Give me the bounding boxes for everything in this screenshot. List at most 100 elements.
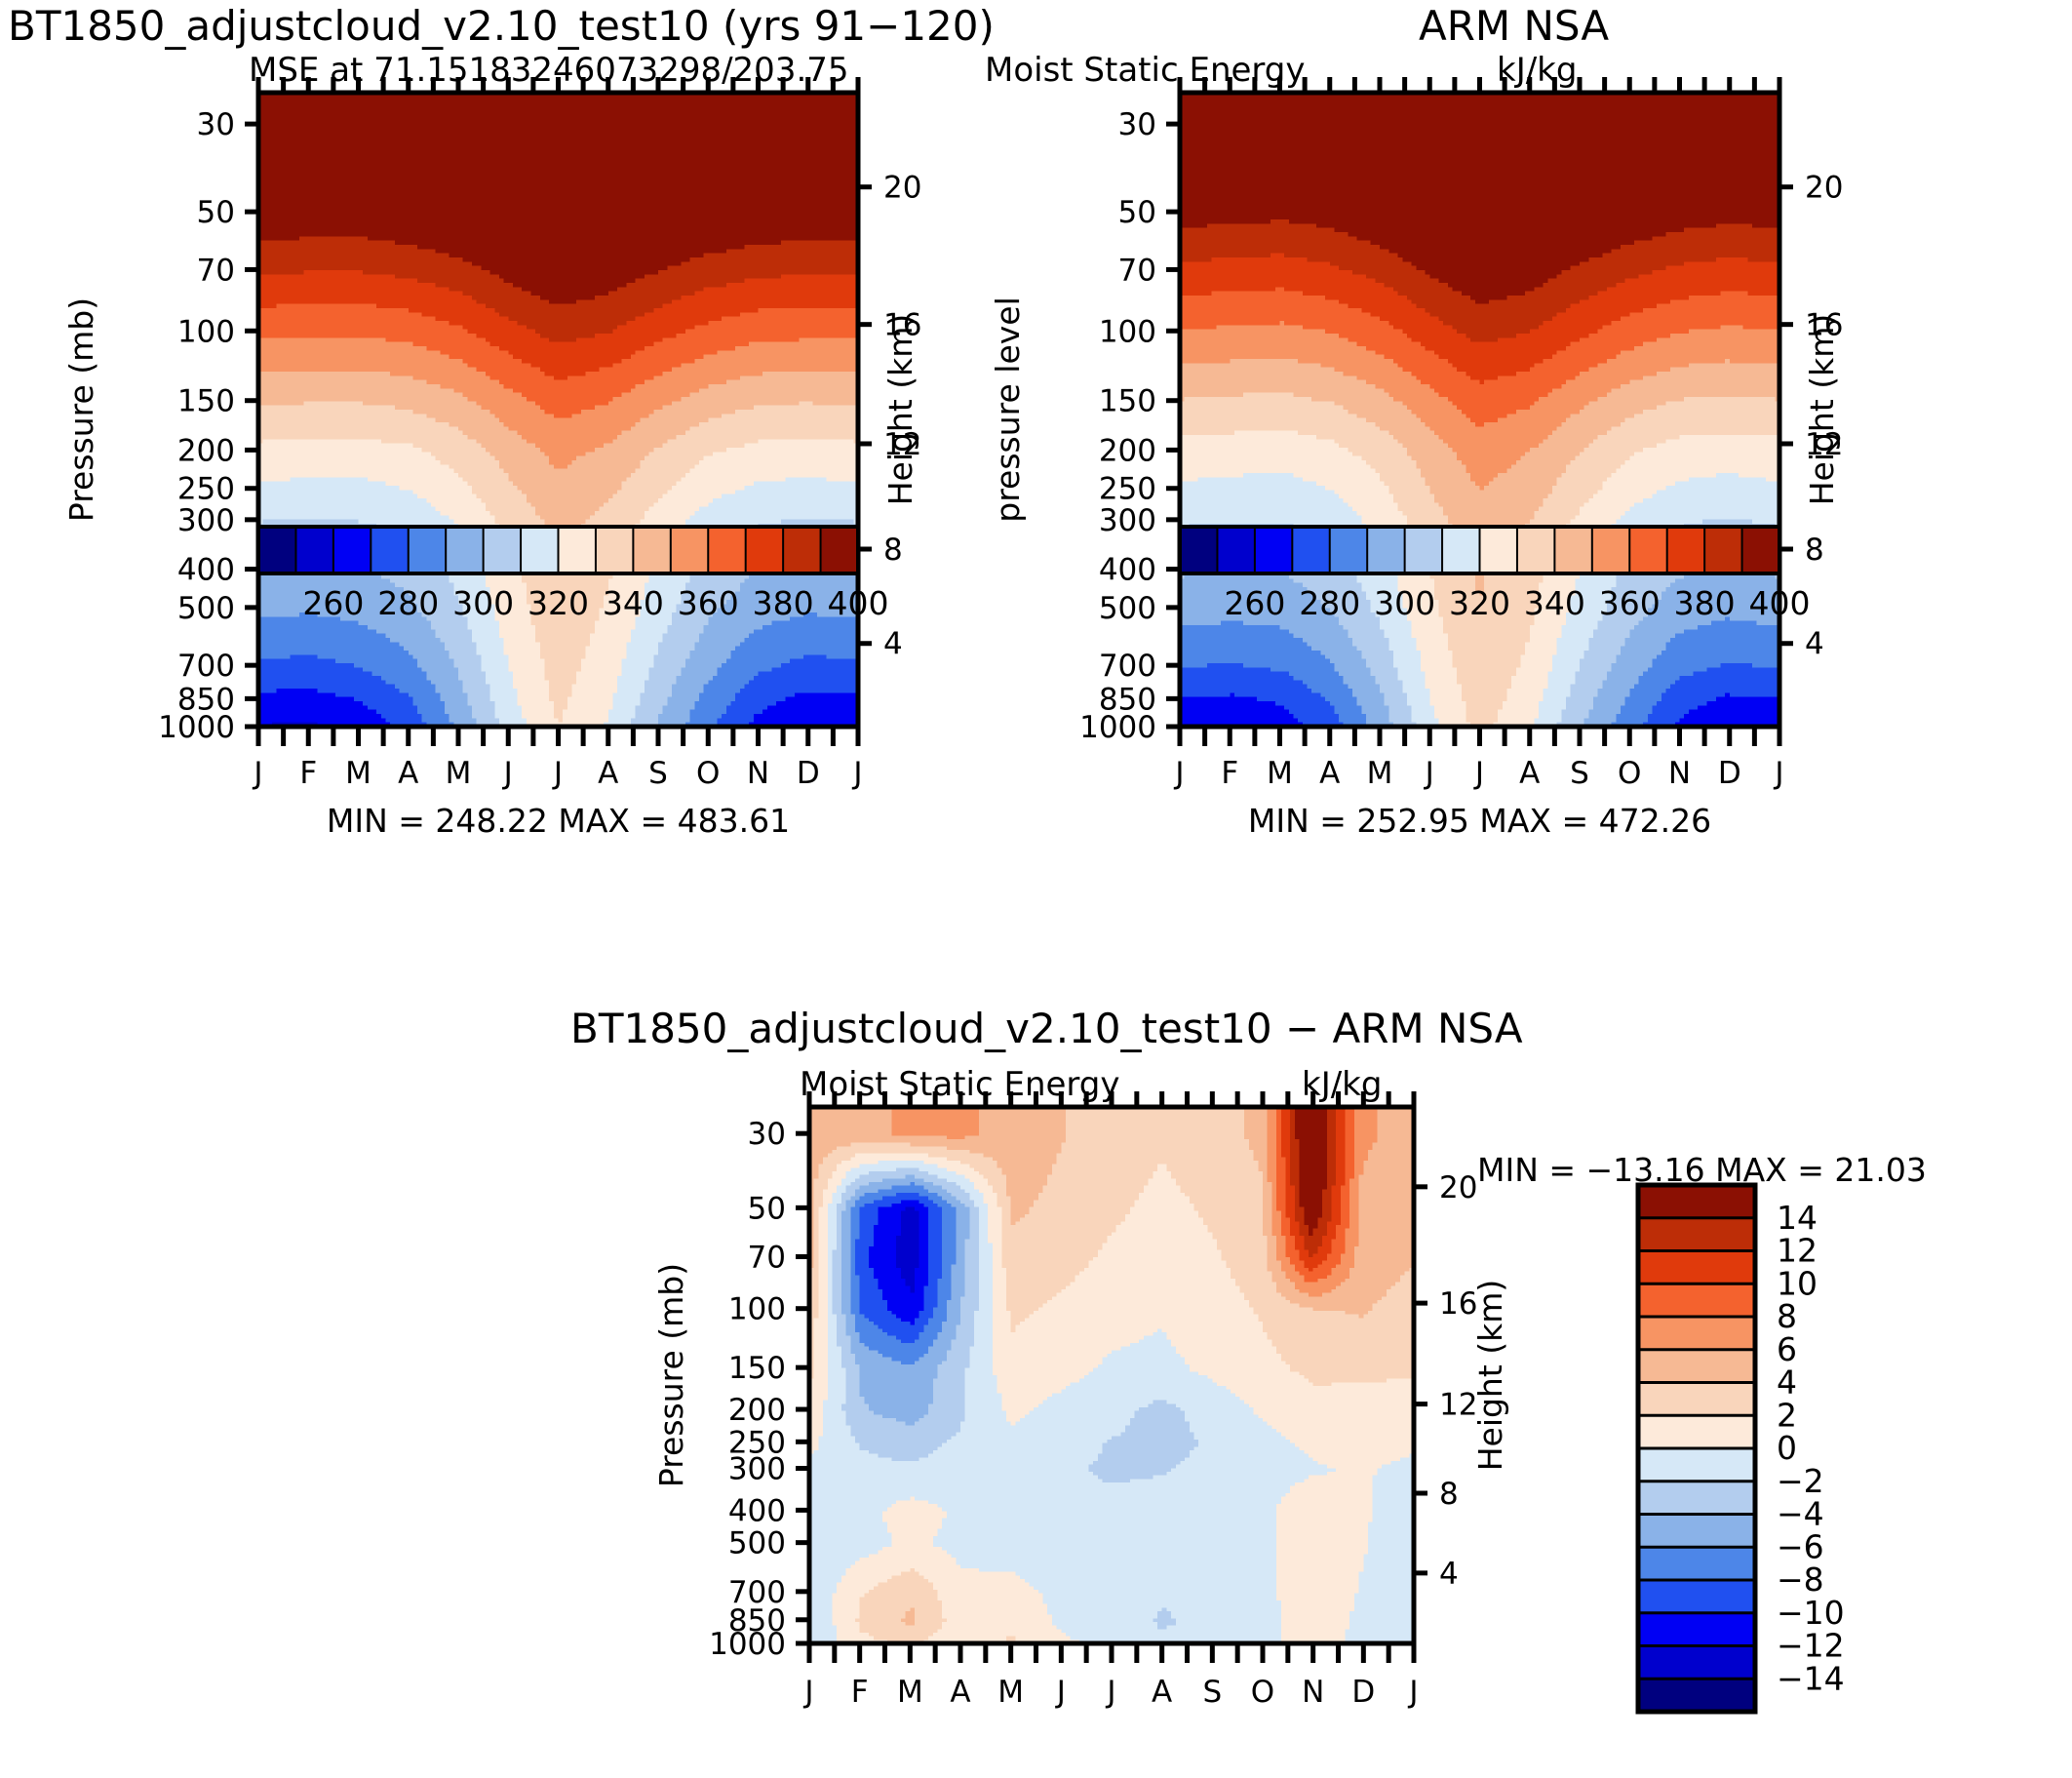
height-tick-label: 12 xyxy=(1805,427,1843,462)
colorbar-tick-label: 0 xyxy=(1777,1429,1797,1467)
month-label: M xyxy=(446,756,472,791)
height-tick-label: 20 xyxy=(883,171,921,206)
height-tick-label: 20 xyxy=(1439,1170,1477,1205)
colorbar-swatch xyxy=(332,526,372,574)
month-label: S xyxy=(1570,756,1589,791)
month-label: N xyxy=(1668,756,1691,791)
colorbar-swatch xyxy=(1665,526,1706,574)
panel-obs: ARM NSA Moist Static Energy kJ/kg 30 50 70… xyxy=(985,0,2072,936)
colorbar-swatch xyxy=(1703,526,1744,574)
colorbar-swatch xyxy=(1636,1578,1757,1615)
pressure-tick-label: 400 xyxy=(1099,553,1156,588)
colorbar-tick-label: 14 xyxy=(1777,1199,1818,1237)
month-label: N xyxy=(747,756,769,791)
colorbar-tick-label: 8 xyxy=(1777,1297,1797,1335)
colorbar-swatch xyxy=(1403,526,1444,574)
month-label: F xyxy=(1221,756,1238,791)
height-tick-label: 4 xyxy=(883,627,903,662)
month-label: O xyxy=(696,756,720,791)
colorbar-tick-label: −2 xyxy=(1777,1462,1824,1500)
colorbar-tick-label: 400 xyxy=(1749,584,1811,622)
pressure-tick-label: 100 xyxy=(177,314,235,349)
month-label: S xyxy=(1202,1675,1222,1710)
pressure-tick-label: 150 xyxy=(728,1351,786,1386)
height-tick-label: 4 xyxy=(1439,1557,1459,1592)
colorbar-swatch xyxy=(294,526,335,574)
pressure-tick-label: 30 xyxy=(197,107,235,142)
colorbar-swatch xyxy=(1366,526,1407,574)
contour-fill xyxy=(1180,93,1779,727)
height-tick-label: 4 xyxy=(1805,627,1824,662)
pressure-tick-label: 700 xyxy=(177,649,235,684)
month-label: O xyxy=(1251,1675,1274,1710)
colorbar-tick-label: 260 xyxy=(1224,584,1285,622)
y-axis-label-right: Height (km) xyxy=(1471,1280,1509,1472)
y-axis-label-right: Height (km) xyxy=(881,314,919,506)
height-tick-label: 12 xyxy=(883,427,921,462)
colorbar-swatch xyxy=(1636,1348,1757,1385)
pressure-tick-label: 150 xyxy=(177,384,235,419)
pressure-tick-label: 400 xyxy=(177,553,235,588)
colorbar-swatch xyxy=(557,526,598,574)
month-label: O xyxy=(1618,756,1641,791)
colorbar-swatch xyxy=(1636,1644,1757,1681)
colorbar-swatch xyxy=(1590,526,1631,574)
month-label: A xyxy=(950,1675,970,1710)
pressure-tick-label: 1000 xyxy=(1079,710,1156,745)
colorbar-swatch xyxy=(1636,1677,1757,1714)
colorbar-tick-label: 380 xyxy=(753,584,814,622)
colorbar-tick-label: −10 xyxy=(1777,1594,1845,1632)
pressure-tick-label: 850 xyxy=(728,1603,786,1639)
colorbar-swatch xyxy=(1179,526,1219,574)
y-axis-label-right: Height (km) xyxy=(1803,314,1841,506)
pressure-tick-label: 30 xyxy=(748,1117,786,1152)
pressure-tick-label: 700 xyxy=(1099,649,1156,684)
pressure-tick-label: 700 xyxy=(728,1575,786,1610)
pressure-tick-label: 70 xyxy=(748,1241,786,1276)
month-label: J xyxy=(1173,756,1184,791)
min-max-label: MIN = 248.22 MAX = 483.61 xyxy=(327,802,790,840)
colorbar-tick-label: 260 xyxy=(302,584,364,622)
month-label: D xyxy=(1718,756,1741,791)
pressure-tick-label: 850 xyxy=(1099,682,1156,717)
colorbar-tick-label: 300 xyxy=(452,584,514,622)
month-label: M xyxy=(1267,756,1293,791)
colorbar-swatch xyxy=(1636,1545,1757,1582)
colorbar-tick-label: 400 xyxy=(828,584,889,622)
month-label: J xyxy=(252,756,262,791)
colorbar-frame xyxy=(256,525,860,575)
colorbar-swatch xyxy=(1636,1413,1757,1450)
month-label: F xyxy=(851,1675,869,1710)
colorbar-frame xyxy=(1635,1182,1758,1715)
panel-diff-title: BT1850_adjustcloud_v2.10_test10 − ARM NS… xyxy=(570,1005,1523,1052)
colorbar-tick-label: −4 xyxy=(1777,1495,1824,1533)
month-label: J xyxy=(1424,756,1434,791)
height-tick-label: 8 xyxy=(1805,533,1824,568)
colorbar-horizontal[interactable]: 260 280 300 320 340 360 380 400 xyxy=(1178,525,1811,622)
pressure-tick-label: 30 xyxy=(1118,107,1156,142)
panel-obs-title: ARM NSA xyxy=(1419,2,1609,50)
height-tick-label: 20 xyxy=(1805,171,1843,206)
pressure-tick-label: 1000 xyxy=(158,710,235,745)
month-label: D xyxy=(797,756,820,791)
colorbar-swatch xyxy=(1636,1513,1757,1550)
month-label: J xyxy=(1407,1675,1418,1710)
colorbar-swatch xyxy=(1328,526,1369,574)
colorbar-swatch xyxy=(1636,1282,1757,1319)
month-label: A xyxy=(1519,756,1540,791)
colorbar-swatch xyxy=(782,526,823,574)
colorbar-tick-label: 300 xyxy=(1374,584,1435,622)
panel-obs-subtitle-right: kJ/kg xyxy=(1497,51,1577,90)
colorbar-tick-label: 360 xyxy=(678,584,739,622)
panel-model-title: BT1850_adjustcloud_v2.10_test10 (yrs 91−… xyxy=(8,2,995,50)
pressure-tick-label: 300 xyxy=(728,1451,786,1486)
y-axis-label-left: Pressure (mb) xyxy=(652,1263,690,1487)
colorbar-swatch xyxy=(669,526,710,574)
month-label: J xyxy=(851,756,862,791)
height-tick-label: 8 xyxy=(883,533,903,568)
y-axis-label-left: pressure level xyxy=(989,296,1027,523)
colorbar-horizontal[interactable]: 260 280 300 320 340 360 380 400 xyxy=(256,525,889,622)
contour-fill xyxy=(258,93,858,727)
colorbar-swatch xyxy=(819,526,860,574)
